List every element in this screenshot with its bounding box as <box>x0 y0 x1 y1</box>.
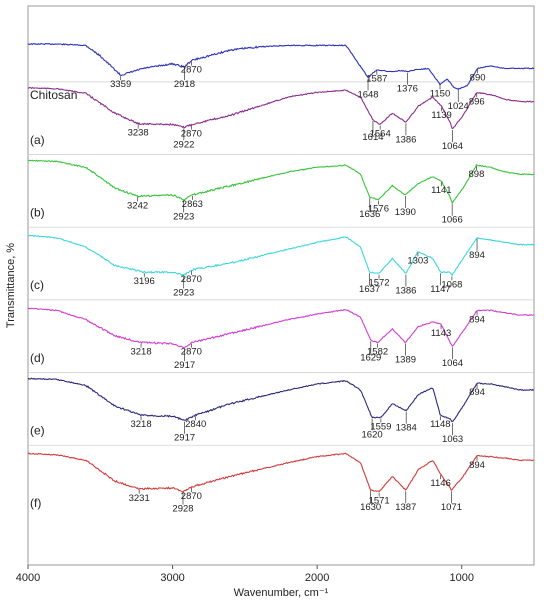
peak-label: 894 <box>469 387 485 398</box>
series-line <box>27 307 534 348</box>
peak-label: 1386 <box>395 134 416 145</box>
panel-separators <box>28 81 534 446</box>
peak-label: 894 <box>469 460 485 471</box>
peak-label: 2923 <box>173 212 194 223</box>
peak-label: 1614 <box>362 132 383 143</box>
peak-label: 1150 <box>430 88 450 99</box>
peak-label: 3218 <box>130 347 151 358</box>
peak-label: 2870 <box>181 129 202 140</box>
series-names: Chitosan (a) (b) (c) (d) (e) (f) <box>30 88 77 510</box>
peak-label: 2870 <box>181 65 202 76</box>
peak-label: 3242 <box>127 200 148 211</box>
peak-label: 1564 <box>370 129 391 140</box>
series-label: Chitosan <box>30 88 77 102</box>
series-label: (c) <box>30 278 44 292</box>
peak-label: 1141 <box>431 185 451 196</box>
series-line <box>27 377 535 423</box>
peak-label: 1386 <box>395 286 416 297</box>
plot-frame <box>27 5 535 566</box>
peak-label: 1620 <box>362 430 383 441</box>
peak-label: 1143 <box>431 328 451 339</box>
peak-label: 1390 <box>395 207 416 218</box>
peak-label: 1376 <box>397 84 418 95</box>
peak-label: 1387 <box>395 502 416 513</box>
peak-label: 1629 <box>360 352 381 363</box>
peak-label: 1384 <box>396 423 417 434</box>
peak-label: 1063 <box>442 434 463 445</box>
series-label: (b) <box>30 206 45 220</box>
peak-label: 3359 <box>110 79 131 90</box>
peak-label: 1024 <box>448 101 469 112</box>
peak-label: 1148 <box>430 419 450 430</box>
peak-label: 890 <box>470 72 486 83</box>
series-line <box>27 452 534 493</box>
x-axis-label: Wavenumber, cm⁻¹ <box>234 587 329 599</box>
peak-label: 1147 <box>430 284 450 295</box>
peak-label: 3238 <box>128 128 149 139</box>
x-tick-label: 1000 <box>449 572 473 584</box>
peak-labels: 3359 2918 2870 1648 1587 1376 1150 1024 890 3238 2… <box>110 61 486 515</box>
peak-label: 3218 <box>130 419 151 430</box>
peak-label: 1066 <box>442 215 463 226</box>
x-tick-label: 3000 <box>160 572 184 584</box>
peak-label: 1648 <box>357 90 378 101</box>
peak-label: 898 <box>469 169 485 180</box>
peak-label: 2923 <box>173 287 194 298</box>
peak-label: 3196 <box>134 276 155 287</box>
peak-label: 1576 <box>368 204 389 215</box>
peak-label: 2870 <box>181 491 202 502</box>
series-lines <box>27 42 535 493</box>
peak-label: 1303 <box>407 256 428 267</box>
peak-label: 894 <box>469 250 485 261</box>
x-tick-label: 4000 <box>16 572 40 584</box>
series-line <box>27 159 535 205</box>
peak-label: 1146 <box>430 478 450 489</box>
peak-label: 3231 <box>129 493 150 504</box>
peak-label: 2840 <box>185 419 206 430</box>
peak-label: 1071 <box>441 502 462 513</box>
series-label: (d) <box>30 351 45 365</box>
peak-label: 894 <box>469 314 485 325</box>
peak-label: 1571 <box>369 496 390 507</box>
peak-label: 1068 <box>441 279 462 290</box>
peak-label: 2870 <box>181 274 202 285</box>
peak-label: 2863 <box>182 199 203 210</box>
peak-label: 1064 <box>442 141 463 152</box>
series-line <box>27 234 534 277</box>
peak-label: 2922 <box>173 139 194 150</box>
peak-label: 1582 <box>367 347 388 358</box>
peak-label: 2918 <box>174 79 195 90</box>
peak-label: 1637 <box>359 284 380 295</box>
peak-label: 1587 <box>366 74 387 85</box>
x-axis: 4000 3000 2000 1000 <box>16 565 474 584</box>
peak-label: 1630 <box>360 502 381 513</box>
series-label: (a) <box>30 133 45 147</box>
peak-label: 1389 <box>395 355 416 366</box>
peak-label: 2870 <box>181 347 202 358</box>
series-line <box>27 86 534 130</box>
series-label: (f) <box>30 496 41 510</box>
peak-label: 1559 <box>370 422 391 433</box>
peak-label: 2928 <box>172 504 193 515</box>
peak-label: 896 <box>469 96 485 107</box>
peak-label: 2917 <box>174 433 195 444</box>
peak-label: 1572 <box>368 278 389 289</box>
series-line <box>27 42 535 91</box>
peak-label: 1064 <box>442 358 463 369</box>
y-axis-label: Transmittance, % <box>5 243 17 328</box>
series-label: (e) <box>30 424 45 438</box>
peak-label: 2917 <box>174 360 195 371</box>
peak-label: 1139 <box>431 110 451 121</box>
x-tick-label: 2000 <box>305 572 329 584</box>
peak-label: 1636 <box>359 209 380 220</box>
